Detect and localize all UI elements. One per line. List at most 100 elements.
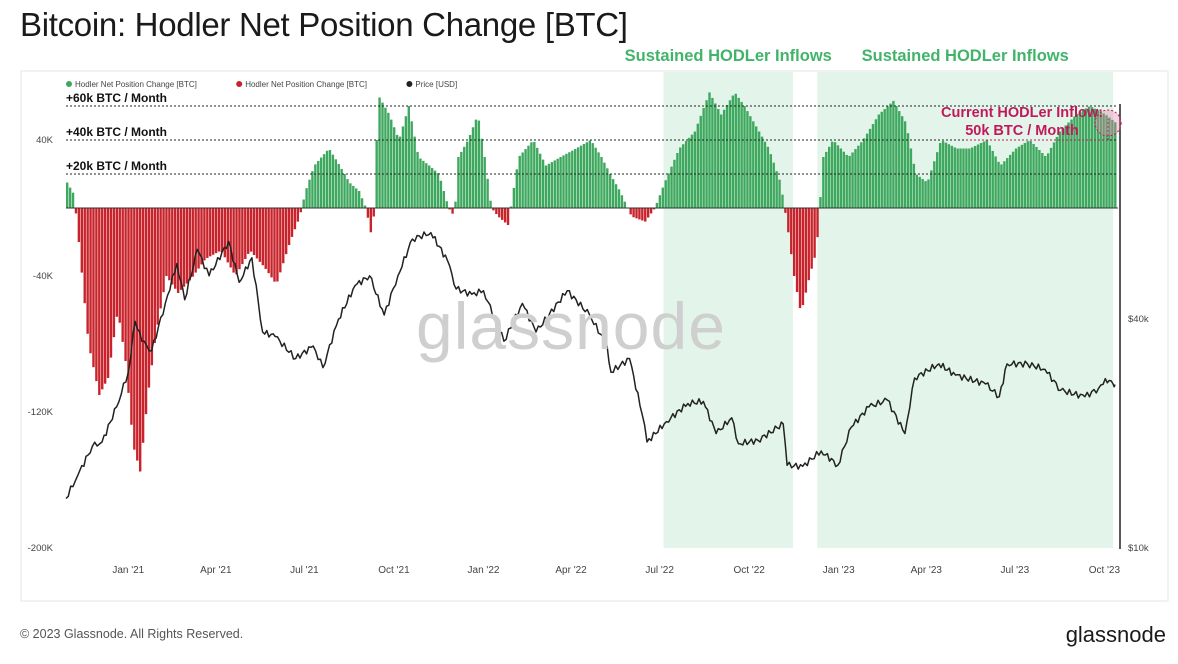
net-position-bar-negative: [226, 208, 229, 263]
net-position-bar-positive: [445, 201, 448, 208]
net-position-bar-positive: [725, 105, 729, 208]
net-position-bar-positive: [947, 144, 951, 208]
net-position-bar-negative: [83, 208, 86, 304]
net-position-bar-negative: [174, 208, 177, 289]
net-position-bar-positive: [518, 155, 521, 208]
net-position-bar-positive: [582, 143, 586, 208]
y-left-tick-label: -40K: [33, 271, 54, 282]
net-position-bar-positive: [1014, 148, 1018, 208]
legend-label: Hodler Net Position Change [BTC]: [75, 80, 197, 89]
net-position-bar-negative: [77, 208, 81, 242]
net-position-bar-negative: [506, 208, 510, 225]
net-position-bar-negative: [276, 208, 279, 282]
net-position-bar-negative: [136, 208, 139, 461]
net-position-bar-positive: [544, 165, 548, 208]
net-position-bar-positive: [471, 127, 475, 208]
net-position-bar-positive: [714, 103, 717, 208]
x-tick-label: Apr '22: [555, 565, 587, 576]
net-position-bar-negative: [217, 208, 221, 252]
net-position-bar-negative: [211, 208, 215, 255]
net-position-bar-positive: [1090, 107, 1094, 208]
net-position-bar-positive: [854, 149, 857, 208]
net-position-bar-positive: [343, 174, 346, 208]
net-position-bar-positive: [690, 134, 694, 208]
net-position-bar-positive: [541, 159, 545, 208]
net-position-bar-positive: [886, 106, 889, 208]
net-position-bar-positive: [68, 187, 72, 208]
net-position-bar-positive: [988, 145, 991, 208]
net-position-bar-negative: [790, 208, 793, 255]
net-position-bar-positive: [430, 168, 434, 208]
x-tick-label: Oct '22: [733, 565, 765, 576]
net-position-bar-positive: [877, 114, 881, 208]
net-position-bar-negative: [296, 208, 300, 222]
legend-marker: [66, 81, 72, 87]
net-position-bar-negative: [299, 208, 302, 213]
net-position-bar-negative: [95, 208, 98, 382]
net-position-bar-positive: [755, 126, 758, 208]
reference-label: +20k BTC / Month: [66, 159, 167, 173]
reference-lines: +60k BTC / Month +40k BTC / Month +20k BTC…: [66, 91, 1118, 209]
net-position-bar-positive: [687, 137, 691, 208]
net-position-bar-positive: [991, 150, 994, 208]
net-position-bar-positive: [416, 151, 419, 208]
net-position-bar-positive: [895, 106, 898, 208]
net-position-bar-positive: [979, 143, 983, 208]
net-position-bar-negative: [182, 208, 186, 287]
net-position-bar-positive: [898, 111, 901, 208]
net-position-bar-positive: [334, 159, 337, 208]
net-position-bar-positive: [763, 141, 767, 208]
net-position-bar-positive: [346, 179, 349, 208]
net-position-bar-positive: [322, 154, 326, 208]
net-position-bar-positive: [483, 157, 486, 208]
net-position-bar-positive: [311, 171, 314, 208]
net-position-bar-positive: [527, 145, 530, 208]
net-position-bar-negative: [121, 208, 124, 342]
net-position-bar-positive: [71, 192, 75, 208]
net-position-bar-positive: [982, 141, 986, 208]
net-position-bar-negative: [80, 208, 83, 273]
net-position-bar-positive: [442, 191, 446, 208]
net-position-bar-positive: [684, 141, 688, 208]
net-position-bar-positive: [1038, 150, 1041, 208]
net-position-bar-negative: [203, 208, 206, 261]
net-position-bar-negative: [115, 208, 119, 317]
net-position-bar-negative: [503, 208, 507, 223]
net-position-bar-positive: [997, 161, 1000, 208]
net-position-bar-positive: [1076, 113, 1079, 208]
net-position-bar-positive: [1084, 108, 1088, 208]
inflow-label: Sustained HODLer Inflows: [625, 47, 832, 65]
net-position-bar-positive: [611, 179, 615, 208]
net-position-bar-positive: [1102, 113, 1105, 208]
net-position-bar-positive: [743, 106, 746, 208]
net-position-bar-positive: [1099, 111, 1102, 208]
net-position-bar-negative: [168, 208, 171, 281]
net-position-bar-positive: [667, 173, 670, 208]
net-position-bar-positive: [906, 133, 910, 208]
net-position-bar-negative: [282, 208, 285, 264]
net-position-bar-negative: [74, 208, 78, 214]
net-position-bar-negative: [98, 208, 101, 395]
net-position-bar-positive: [664, 180, 667, 208]
footer-copyright: © 2023 Glassnode. All Rights Reserved.: [20, 627, 244, 641]
net-position-bar-negative: [279, 208, 282, 273]
net-position-bar-positive: [973, 146, 977, 208]
net-position-bar-negative: [106, 208, 110, 378]
net-position-bar-positive: [381, 102, 384, 208]
net-position-bar-negative: [194, 208, 197, 273]
net-position-bar-positive: [909, 148, 913, 208]
net-position-bar-positive: [734, 93, 737, 208]
page-title: Bitcoin: Hodler Net Position Change [BTC…: [20, 6, 628, 43]
net-position-bar-positive: [565, 153, 568, 208]
axes: 40K -40K -120K -200K $40k $10k Jan '21 Apr '21 J…: [28, 104, 1149, 576]
net-position-bar-positive: [868, 128, 872, 208]
net-position-bar-negative: [171, 208, 174, 285]
net-position-bar-positive: [1064, 125, 1067, 208]
net-position-bar-positive: [1081, 110, 1085, 208]
net-position-bar-positive: [419, 158, 422, 208]
net-position-bar-negative: [632, 208, 635, 218]
net-position-bar-positive: [614, 184, 618, 208]
net-position-bar-positive: [708, 92, 711, 208]
net-position-bar-negative: [810, 208, 813, 269]
net-position-bar-positive: [936, 152, 939, 208]
